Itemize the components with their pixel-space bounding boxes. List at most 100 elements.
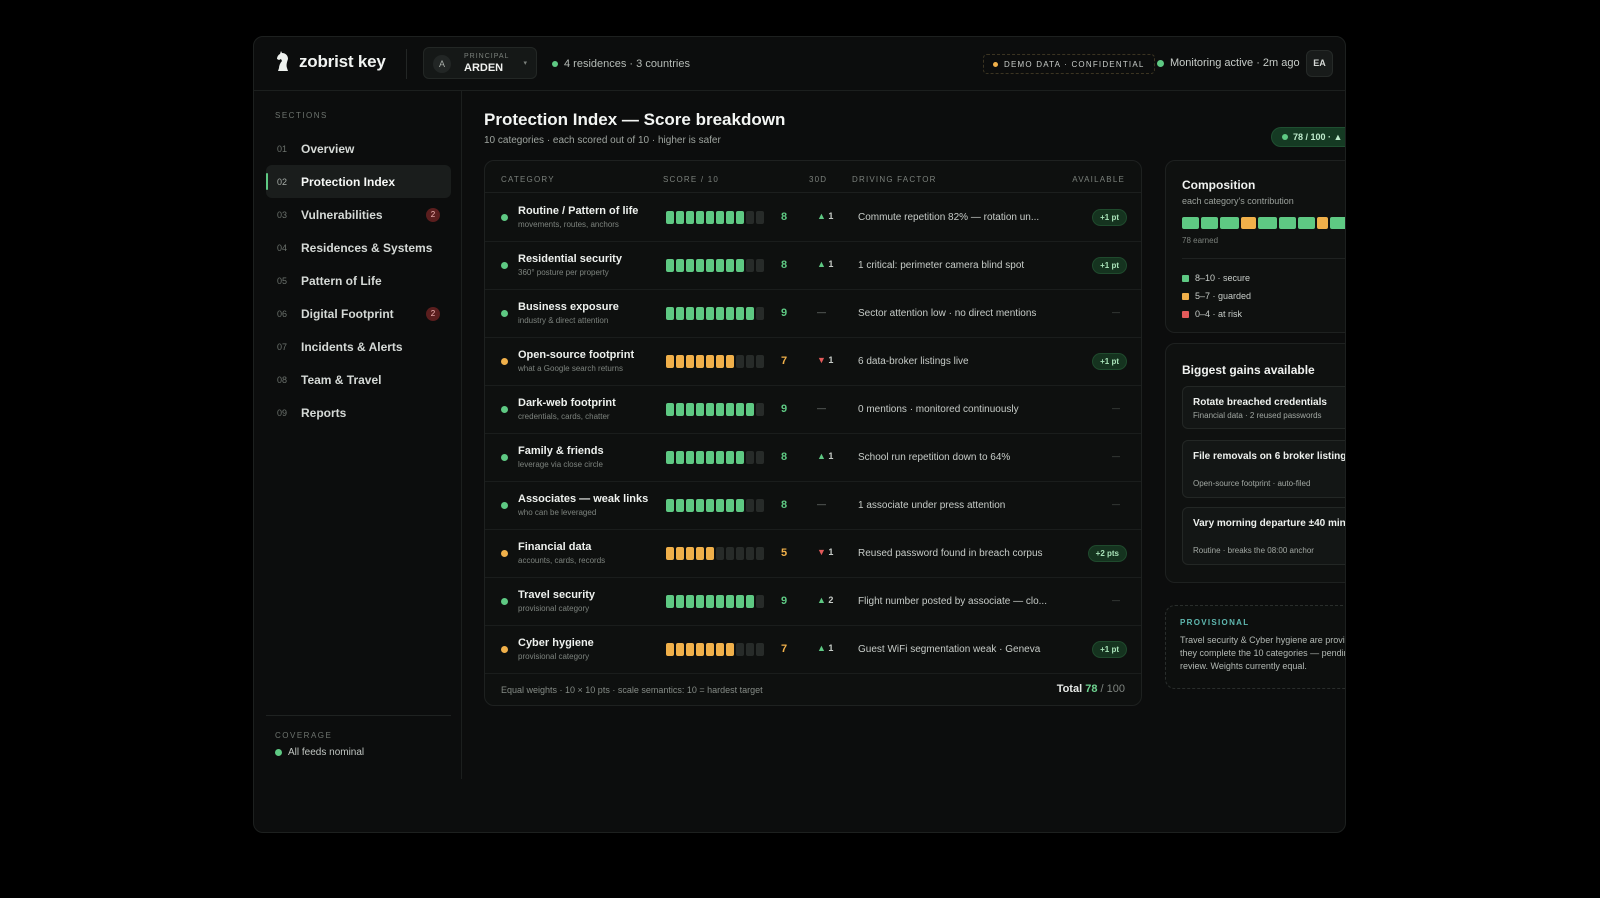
score-value: 8 [781, 211, 788, 223]
sidebar-item-team-travel[interactable]: 08 Team & Travel [266, 363, 451, 396]
coverage-title: COVERAGE [275, 731, 333, 740]
principal-label: PRINCIPAL [464, 53, 510, 60]
principal-selector[interactable]: A PRINCIPAL ARDEN ▾ [423, 47, 537, 79]
score-segment [716, 547, 724, 560]
score-segment [696, 499, 704, 512]
score-segment [726, 259, 734, 272]
category-subtitle: accounts, cards, records [518, 556, 606, 565]
score-segment [676, 211, 684, 224]
score-segment [676, 403, 684, 416]
sidebar-item-reports[interactable]: 09 Reports [266, 396, 451, 429]
score-table: CATEGORY SCORE / 10 30D DRIVING FACTOR A… [484, 160, 1142, 706]
available-points-badge[interactable]: +1 pt [1092, 209, 1127, 226]
score-segment [756, 307, 764, 320]
sidebar-item-protection-index[interactable]: 02 Protection Index [266, 165, 451, 198]
score-segment [736, 499, 744, 512]
status-dot-icon [501, 502, 508, 509]
score-segment [726, 595, 734, 608]
score-segment [756, 403, 764, 416]
gain-card[interactable]: Vary morning departure ±40 min Routine · … [1182, 507, 1345, 565]
sidebar-item-digital-footprint[interactable]: 06 Digital Footprint 2 [266, 297, 451, 330]
table-row[interactable]: Family & friends leverage via close circl… [485, 433, 1141, 482]
category-name: Dark-web footprint [518, 397, 616, 409]
table-row[interactable]: Residential security 360° posture per pro… [485, 241, 1141, 290]
app-window: zobrist key A PRINCIPAL ARDEN ▾ 4 reside… [253, 36, 1346, 833]
sidebar-item-number: 09 [277, 407, 288, 418]
category-name: Residential security [518, 253, 622, 265]
sidebar-item-incidents-alerts[interactable]: 07 Incidents & Alerts [266, 330, 451, 363]
legend-item: 8–10 · secure [1182, 273, 1250, 283]
gain-title: Rotate breached credentials [1193, 397, 1327, 408]
composition-divider [1182, 258, 1345, 259]
score-value: 8 [781, 499, 788, 511]
category-subtitle: movements, routes, anchors [518, 220, 619, 229]
trend-30d: — [817, 307, 826, 317]
table-row[interactable]: Travel security provisional category 9 ▲ 2 F… [485, 577, 1141, 626]
score-segment [746, 451, 754, 464]
sidebar-item-number: 01 [277, 143, 288, 154]
category-subtitle: who can be leveraged [518, 508, 597, 517]
score-segment [736, 307, 744, 320]
score-segment [746, 547, 754, 560]
table-row[interactable]: Associates — weak links who can be levera… [485, 481, 1141, 530]
score-segment [746, 499, 754, 512]
sidebar-title: SECTIONS [275, 111, 328, 120]
logo[interactable]: zobrist key [275, 51, 386, 73]
score-value: 9 [781, 307, 788, 319]
sidebar-item-pattern-of-life[interactable]: 05 Pattern of Life [266, 264, 451, 297]
score-segment [696, 403, 704, 416]
score-bar [666, 259, 764, 272]
table-row[interactable]: Cyber hygiene provisional category 7 ▲ 1 Gue… [485, 625, 1141, 674]
gain-card[interactable]: File removals on 6 broker listings Open-s… [1182, 440, 1346, 498]
sidebar-item-overview[interactable]: 01 Overview [266, 132, 451, 165]
table-row[interactable]: Open-source footprint what a Google searc… [485, 337, 1141, 386]
score-pill: 78 / 100 · ▲ 6 [1271, 127, 1345, 147]
col-header-available[interactable]: AVAILABLE [1072, 175, 1125, 184]
sidebar-item-label: Digital Footprint [301, 306, 394, 321]
legend-swatch-icon [1182, 274, 1189, 282]
legend-label: 5–7 · guarded [1195, 291, 1252, 301]
available-points-badge: — [1112, 404, 1120, 413]
score-segment [736, 355, 744, 368]
score-value: 9 [781, 595, 788, 607]
gain-card[interactable]: Rotate breached credentials Financial dat… [1182, 386, 1345, 429]
available-points-badge[interactable]: +1 pt [1092, 257, 1127, 274]
chevron-down-icon: ▾ [523, 60, 527, 67]
score-segment [706, 403, 714, 416]
col-header-factor[interactable]: DRIVING FACTOR [852, 175, 937, 184]
table-row[interactable]: Financial data accounts, cards, records 5 ▼… [485, 529, 1141, 578]
available-points-badge[interactable]: +2 pts [1087, 545, 1127, 562]
provisional-note: PROVISIONAL Travel security & Cyber hygi… [1165, 605, 1345, 689]
sidebar-item-number: 04 [277, 242, 288, 253]
trend-delta: — [817, 403, 826, 413]
score-segment [756, 643, 764, 656]
score-segment [696, 211, 704, 224]
score-value: 5 [781, 547, 788, 559]
col-header-category[interactable]: CATEGORY [501, 175, 555, 184]
score-segment [726, 211, 734, 224]
sidebar-item-label: Team & Travel [301, 372, 382, 387]
sidebar-item-residences-systems[interactable]: 04 Residences & Systems [266, 231, 451, 264]
score-segment [676, 451, 684, 464]
sidebar-item-vulnerabilities[interactable]: 03 Vulnerabilities 2 [266, 198, 451, 231]
user-avatar[interactable]: EA [1306, 50, 1333, 77]
gain-title: File removals on 6 broker listings [1193, 451, 1346, 462]
col-header-score[interactable]: SCORE / 10 [663, 175, 720, 184]
driving-factor: Flight number posted by associate — clo.… [858, 596, 1047, 607]
sidebar-item-label: Vulnerabilities [301, 207, 383, 222]
available-points-badge: — [1112, 500, 1120, 509]
category-subtitle: credentials, cards, chatter [518, 412, 610, 421]
score-segment [746, 259, 754, 272]
score-bar [666, 499, 764, 512]
table-row[interactable]: Dark-web footprint credentials, cards, ch… [485, 385, 1141, 434]
available-points-badge[interactable]: +1 pt [1092, 641, 1127, 658]
score-segment [716, 595, 724, 608]
table-row[interactable]: Routine / Pattern of life movements, rout… [485, 193, 1141, 242]
status-dot-icon [552, 61, 558, 67]
available-points-badge[interactable]: +1 pt [1092, 353, 1127, 370]
composition-segment [1330, 217, 1345, 229]
logo-text: zobrist key [299, 52, 386, 71]
table-row[interactable]: Business exposure industry & direct atten… [485, 289, 1141, 338]
score-segment [676, 307, 684, 320]
col-header-30d[interactable]: 30D [809, 175, 828, 184]
